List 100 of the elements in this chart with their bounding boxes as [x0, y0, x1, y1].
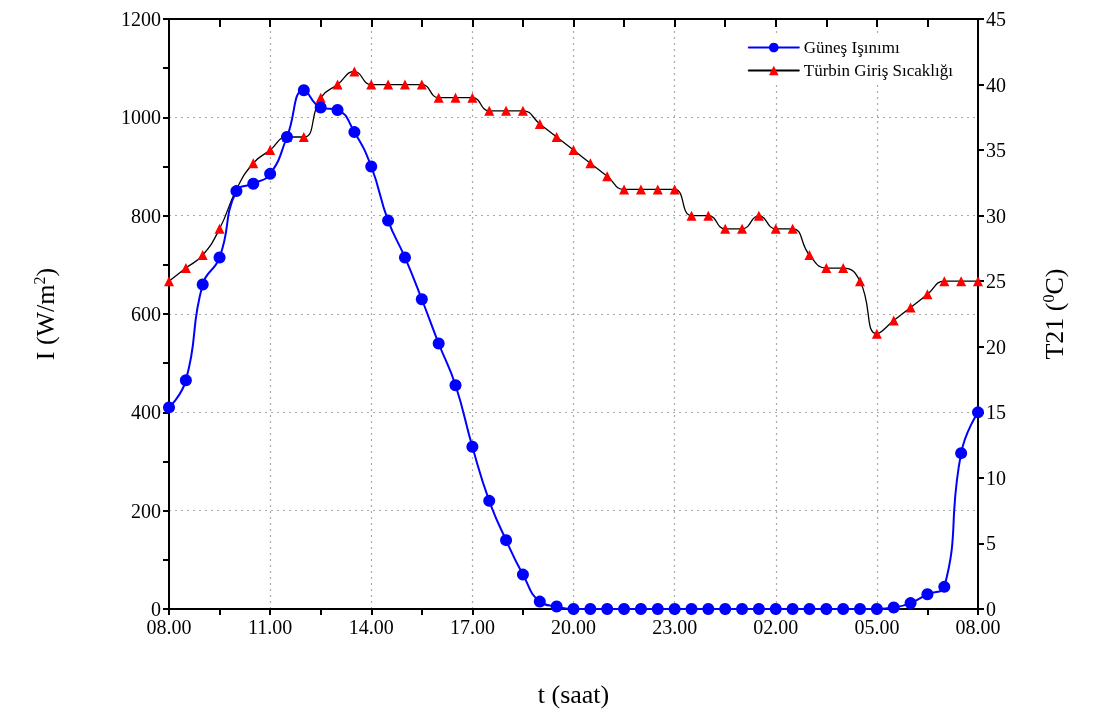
point: [821, 263, 832, 274]
x-tick-label: 05.00: [854, 616, 900, 638]
point: [163, 401, 175, 414]
point: [533, 595, 546, 608]
point: [331, 103, 344, 116]
point: [972, 406, 984, 419]
point: [838, 263, 849, 274]
point: [887, 601, 900, 614]
point: [567, 603, 580, 615]
point: [652, 184, 663, 195]
point: [399, 79, 410, 90]
point: [449, 379, 462, 392]
point: [786, 603, 799, 615]
point: [922, 289, 933, 300]
x-tick-label: 14.00: [348, 616, 394, 638]
point: [516, 568, 529, 581]
y-tick-label: 800: [131, 204, 161, 227]
point: [703, 210, 714, 221]
y-tick-label: 400: [131, 401, 161, 424]
point: [720, 223, 731, 234]
point: [769, 603, 782, 615]
point: [803, 603, 816, 615]
point: [904, 597, 917, 610]
point: [905, 302, 916, 313]
point: [332, 79, 343, 90]
point: [702, 603, 715, 615]
point: [855, 276, 866, 287]
point: [297, 84, 310, 97]
legend-label: Güneş Işınımı: [803, 38, 900, 57]
y2-tick-label: 40: [986, 73, 1006, 96]
point: [247, 177, 260, 190]
point: [196, 278, 209, 291]
point: [601, 603, 614, 615]
point: [635, 184, 646, 195]
point: [180, 263, 191, 274]
point: [348, 126, 361, 139]
point: [467, 92, 478, 103]
x-tick-label: 11.00: [247, 616, 293, 638]
point: [432, 337, 445, 350]
y2-tick-label: 35: [986, 139, 1006, 162]
point: [585, 158, 596, 169]
point: [753, 210, 764, 221]
point: [214, 223, 225, 234]
point: [870, 603, 883, 615]
point: [602, 171, 613, 182]
point: [382, 214, 395, 227]
point: [568, 145, 579, 156]
point: [398, 251, 411, 264]
point: [820, 603, 833, 615]
point: [686, 210, 697, 221]
point: [770, 223, 781, 234]
x-axis-title: t (saat): [537, 679, 610, 709]
point: [955, 447, 968, 460]
point: [517, 105, 528, 116]
point: [787, 223, 798, 234]
point: [956, 276, 967, 287]
y2-tick-label: 30: [986, 204, 1006, 227]
point: [164, 276, 174, 287]
point: [179, 374, 192, 387]
point: [349, 66, 360, 77]
y2-tick-label: 45: [986, 8, 1006, 30]
point: [938, 580, 951, 593]
point: [213, 251, 226, 264]
point: [669, 184, 680, 195]
point: [483, 494, 496, 507]
y2-tick-label: 10: [986, 466, 1006, 489]
point: [736, 603, 749, 615]
point: [619, 184, 630, 195]
y2-tick-label: 5: [986, 532, 996, 555]
legend-label: Türbin Giriş Sıcaklığı: [803, 61, 954, 80]
point: [752, 603, 765, 615]
point: [551, 132, 562, 142]
x-tick-label: 17.00: [449, 616, 495, 638]
x-tick-label: 20.00: [551, 616, 596, 638]
point: [618, 603, 631, 615]
point: [314, 101, 327, 114]
point: [584, 603, 597, 615]
y-tick-label: 200: [131, 499, 161, 522]
point: [298, 132, 309, 142]
point: [888, 315, 899, 326]
point: [737, 223, 748, 234]
point: [534, 118, 545, 129]
point: [871, 328, 882, 339]
y2-tick-label: 15: [986, 401, 1006, 424]
y-tick-label: 1200: [121, 8, 161, 30]
point: [651, 603, 664, 615]
y2-axis-title: T21 (0C): [1039, 268, 1069, 360]
point: [668, 603, 681, 615]
x-tick-label: 02.00: [753, 616, 799, 638]
y-axis-title: I (W/m2): [30, 267, 60, 361]
point: [634, 603, 647, 615]
x-tick-label: 23.00: [652, 616, 698, 638]
y-tick-label: 600: [131, 303, 161, 325]
point: [415, 293, 428, 306]
point: [921, 588, 934, 601]
y2-tick-label: 20: [986, 335, 1006, 358]
point: [854, 603, 867, 615]
point: [501, 105, 512, 116]
point: [416, 79, 427, 90]
point: [383, 79, 394, 90]
